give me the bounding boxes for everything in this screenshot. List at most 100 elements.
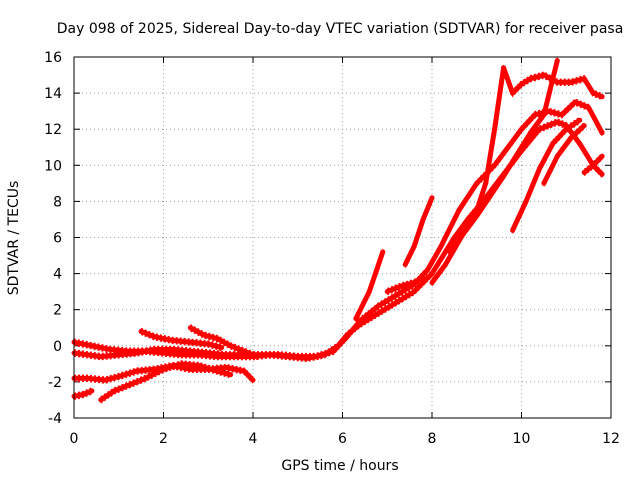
data-point [205,350,211,356]
data-point [581,170,587,175]
data-point [393,292,399,298]
data-point [541,72,547,78]
data-point [599,171,605,177]
data-point [125,383,131,388]
data-point [380,249,386,255]
data-point [250,377,256,383]
data-point [295,354,301,360]
series-line [386,275,425,294]
series-arc-9 [384,273,426,296]
series-arc-2 [71,98,605,361]
y-tick-label: 8 [53,194,62,210]
series-arc-14 [541,122,587,187]
data-point [519,81,524,87]
data-point [581,123,587,129]
data-point [420,274,426,280]
series-marks [73,387,93,394]
data-point [393,300,399,305]
series-group [71,57,605,404]
data-point [429,280,435,286]
data-point [505,144,511,150]
data-point [536,126,542,132]
data-point [599,94,605,100]
data-point [152,346,158,352]
data-point [568,135,574,141]
series-marks [387,273,424,290]
y-tick-label: -4 [48,411,62,427]
y-tick-label: 16 [44,50,62,66]
series-marks [387,279,424,296]
series-marks [73,124,603,363]
series-arc-4 [71,387,95,400]
data-point [559,112,565,118]
data-point [554,119,560,125]
data-point [510,90,516,96]
data-point [563,126,569,132]
data-point [187,339,193,345]
data-point [514,152,520,157]
series-arc-8 [353,248,386,323]
y-tick-label: 4 [53,267,62,283]
series-marks [511,122,581,234]
series-marks [543,128,585,187]
data-point [228,372,234,378]
data-point [483,180,489,186]
data-point [134,350,140,356]
data-point [196,363,202,369]
data-point [384,289,390,295]
data-point [577,117,583,123]
y-tick-label: 6 [53,231,62,247]
data-point [375,310,381,316]
data-point [536,166,542,172]
series-marks [543,122,585,181]
series-arc-10 [402,194,435,268]
y-tick-label: 10 [44,158,62,174]
series-marks [140,333,222,352]
data-point [554,79,560,85]
series-arc-13 [510,116,583,234]
data-point [152,334,158,340]
data-point [313,354,319,360]
data-point [599,130,605,136]
data-point [255,354,260,360]
data-point [134,368,140,374]
data-point [161,366,166,372]
data-point [241,348,247,354]
data-point [492,126,498,132]
data-point [89,343,95,349]
y-tick-label: 14 [44,86,62,102]
data-point [550,141,556,147]
data-point [541,112,547,118]
x-axis-label: GPS time / hours [281,458,398,474]
data-point [456,207,462,213]
data-point [411,280,417,286]
data-point [375,303,381,309]
series-marks [73,393,93,400]
data-point [541,180,547,186]
chart-title: Day 098 of 2025, Sidereal Day-to-day VTE… [57,21,624,37]
data-point [501,173,507,179]
data-point [474,213,480,219]
series-arc-5 [98,360,234,404]
data-point [223,365,229,370]
data-point [447,249,453,255]
data-point [510,227,516,233]
data-point [169,346,175,352]
data-point [187,348,193,354]
data-point [84,375,90,381]
data-point [277,352,283,358]
series-line [510,118,582,232]
data-point [102,377,108,383]
x-tick-label: 12 [602,431,620,447]
data-point [411,289,417,295]
data-point [554,153,560,159]
series-marks [404,200,433,268]
series-arc-6 [138,327,225,352]
data-point [214,368,220,374]
data-point [357,318,363,323]
data-point [581,76,587,82]
data-point [111,388,117,394]
series-marks [449,57,558,250]
data-point [532,112,538,118]
data-point [411,244,417,249]
